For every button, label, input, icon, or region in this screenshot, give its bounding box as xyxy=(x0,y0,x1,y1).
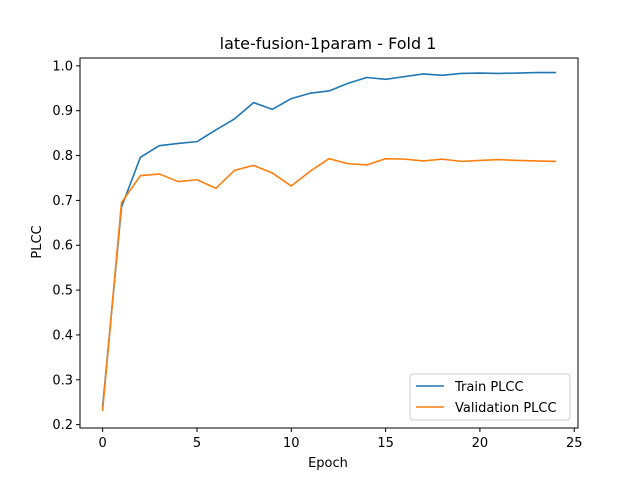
x-tick-label: 20 xyxy=(472,436,489,451)
y-axis-ticks: 0.2 0.3 0.4 0.5 0.6 0.7 0.8 0.9 1.0 xyxy=(52,59,80,433)
y-tick-label: 1.0 xyxy=(52,59,73,74)
x-axis-ticks: 0 5 10 15 20 25 xyxy=(98,428,583,451)
x-tick-label: 10 xyxy=(283,436,300,451)
series-layer xyxy=(101,71,557,412)
legend: Train PLCC Validation PLCC xyxy=(409,373,571,421)
y-tick-label: 0.7 xyxy=(52,194,73,209)
x-tick-label: 0 xyxy=(98,436,106,451)
chart-title: late-fusion-1param - Fold 1 xyxy=(220,34,437,53)
x-tick-label: 15 xyxy=(377,436,394,451)
series-line-1 xyxy=(101,157,557,412)
x-tick-label: 5 xyxy=(193,436,201,451)
y-tick-label: 0.4 xyxy=(52,328,73,343)
plot-frame xyxy=(79,57,579,429)
x-axis-label: Epoch xyxy=(308,456,348,471)
legend-label-0: Train PLCC xyxy=(454,380,524,395)
legend-label-1: Validation PLCC xyxy=(455,401,557,416)
legend-box xyxy=(409,373,571,421)
series-line-0 xyxy=(101,71,557,408)
plot-area xyxy=(79,57,579,429)
y-tick-label: 0.6 xyxy=(52,239,73,254)
y-tick-label: 0.2 xyxy=(52,418,73,433)
y-tick-label: 0.8 xyxy=(52,149,73,164)
y-tick-label: 0.3 xyxy=(52,373,73,388)
y-axis-label: PLCC xyxy=(30,225,45,258)
y-tick-label: 0.5 xyxy=(52,284,73,299)
x-tick-label: 25 xyxy=(566,436,583,451)
y-tick-label: 0.9 xyxy=(52,104,73,119)
